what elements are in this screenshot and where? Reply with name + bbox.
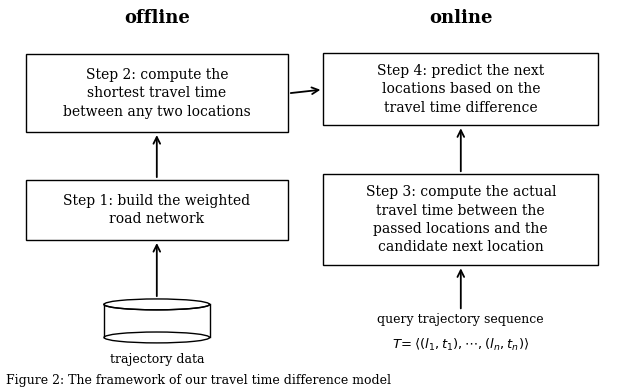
Text: Step 2: compute the
shortest travel time
between any two locations: Step 2: compute the shortest travel time… [63,68,251,119]
FancyBboxPatch shape [323,174,598,265]
Text: $T\!=\langle(l_1,t_1),\cdots,(l_n,t_n)\rangle$: $T\!=\langle(l_1,t_1),\cdots,(l_n,t_n)\r… [392,336,529,352]
Text: query trajectory sequence: query trajectory sequence [378,313,544,326]
FancyBboxPatch shape [323,53,598,125]
Text: Step 1: build the weighted
road network: Step 1: build the weighted road network [63,194,250,226]
Text: Figure 2: The framework of our travel time difference model: Figure 2: The framework of our travel ti… [6,374,392,387]
Ellipse shape [104,332,210,343]
Bar [104,305,210,338]
Text: Step 4: predict the next
locations based on the
travel time difference: Step 4: predict the next locations based… [377,64,545,115]
Ellipse shape [104,299,210,310]
Text: online: online [429,9,493,26]
Text: trajectory data: trajectory data [109,353,204,366]
Text: Step 3: compute the actual
travel time between the
passed locations and the
cand: Step 3: compute the actual travel time b… [365,185,556,254]
Text: offline: offline [124,9,189,26]
FancyBboxPatch shape [26,54,288,132]
FancyBboxPatch shape [26,180,288,240]
